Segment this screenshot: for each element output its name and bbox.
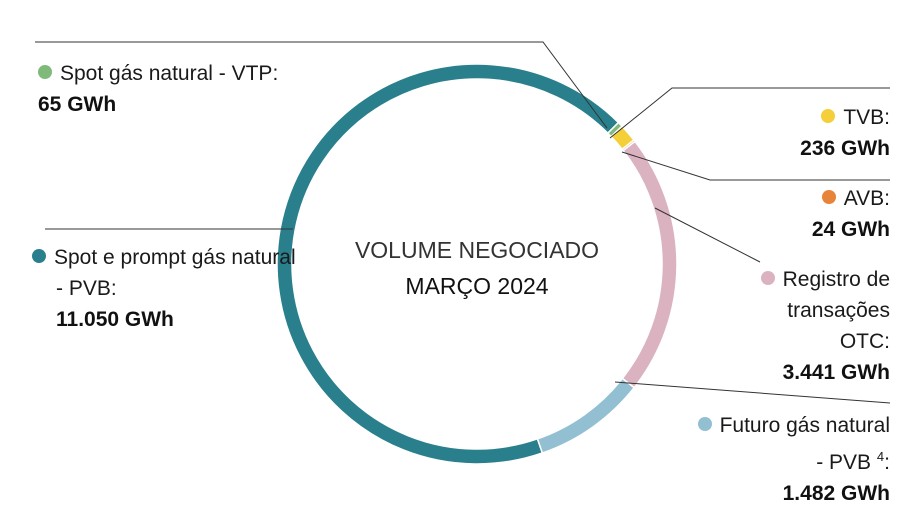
- value-label: 1.482 GWh: [782, 482, 890, 505]
- leader-line: [654, 207, 761, 263]
- legend-name: Spot e prompt gás natural - PVB: [54, 246, 296, 300]
- label-suffix: :: [884, 187, 890, 210]
- legend-name: Spot gás natural - VTP: [60, 62, 273, 85]
- legend-name: Registro de transações OTC: [782, 268, 890, 353]
- label-suffix: :: [272, 62, 279, 85]
- donut-segment: [621, 140, 678, 389]
- legend-dot: [697, 417, 712, 431]
- legend-label: Spot e prompt gás natural - PVB: 11.050 G…: [32, 242, 296, 335]
- legend-dot: [821, 109, 836, 123]
- value-label: 236 GWh: [800, 137, 890, 160]
- label-suffix: :: [884, 451, 890, 474]
- value-label: 65 GWh: [38, 93, 117, 116]
- leader-lines: [35, 41, 891, 404]
- legend-dot: [760, 271, 775, 285]
- legend-name: TVB: [843, 106, 885, 129]
- donut-segment: [606, 121, 623, 138]
- label-suffix: :: [110, 277, 117, 300]
- leader-line: [609, 87, 890, 139]
- legend-name: Futuro gás natural - PVB: [719, 414, 890, 474]
- donut-segment: [536, 377, 636, 454]
- legend-dot: [821, 190, 836, 204]
- footnote-marker: 4: [876, 449, 885, 464]
- legend-label: Spot gás natural - VTP: 65 GWh: [38, 58, 368, 120]
- chart-subtitle: MARÇO 2024: [405, 273, 548, 299]
- label-suffix: :: [884, 106, 890, 129]
- leader-line: [621, 151, 890, 181]
- legend-name: AVB: [843, 187, 885, 210]
- legend-label: Registro de transações OTC: 3.441 GWh: [740, 264, 890, 388]
- chart-title: VOLUME NEGOCIADO: [355, 237, 599, 263]
- value-label: 11.050 GWh: [56, 308, 174, 331]
- value-label: 24 GWh: [811, 218, 890, 241]
- label-suffix: :: [884, 330, 890, 353]
- donut-segment: [276, 63, 620, 465]
- legend-label: TVB: 236 GWh: [690, 102, 890, 164]
- legend-dot: [32, 249, 46, 263]
- legend-label: AVB: 24 GWh: [690, 183, 890, 245]
- legend-label: Futuro gás natural - PVB 4: 1.482 GWh: [690, 410, 890, 509]
- value-label: 3.441 GWh: [782, 361, 890, 384]
- legend-dot: [38, 65, 52, 79]
- leader-line: [35, 41, 608, 129]
- leader-line: [614, 381, 891, 404]
